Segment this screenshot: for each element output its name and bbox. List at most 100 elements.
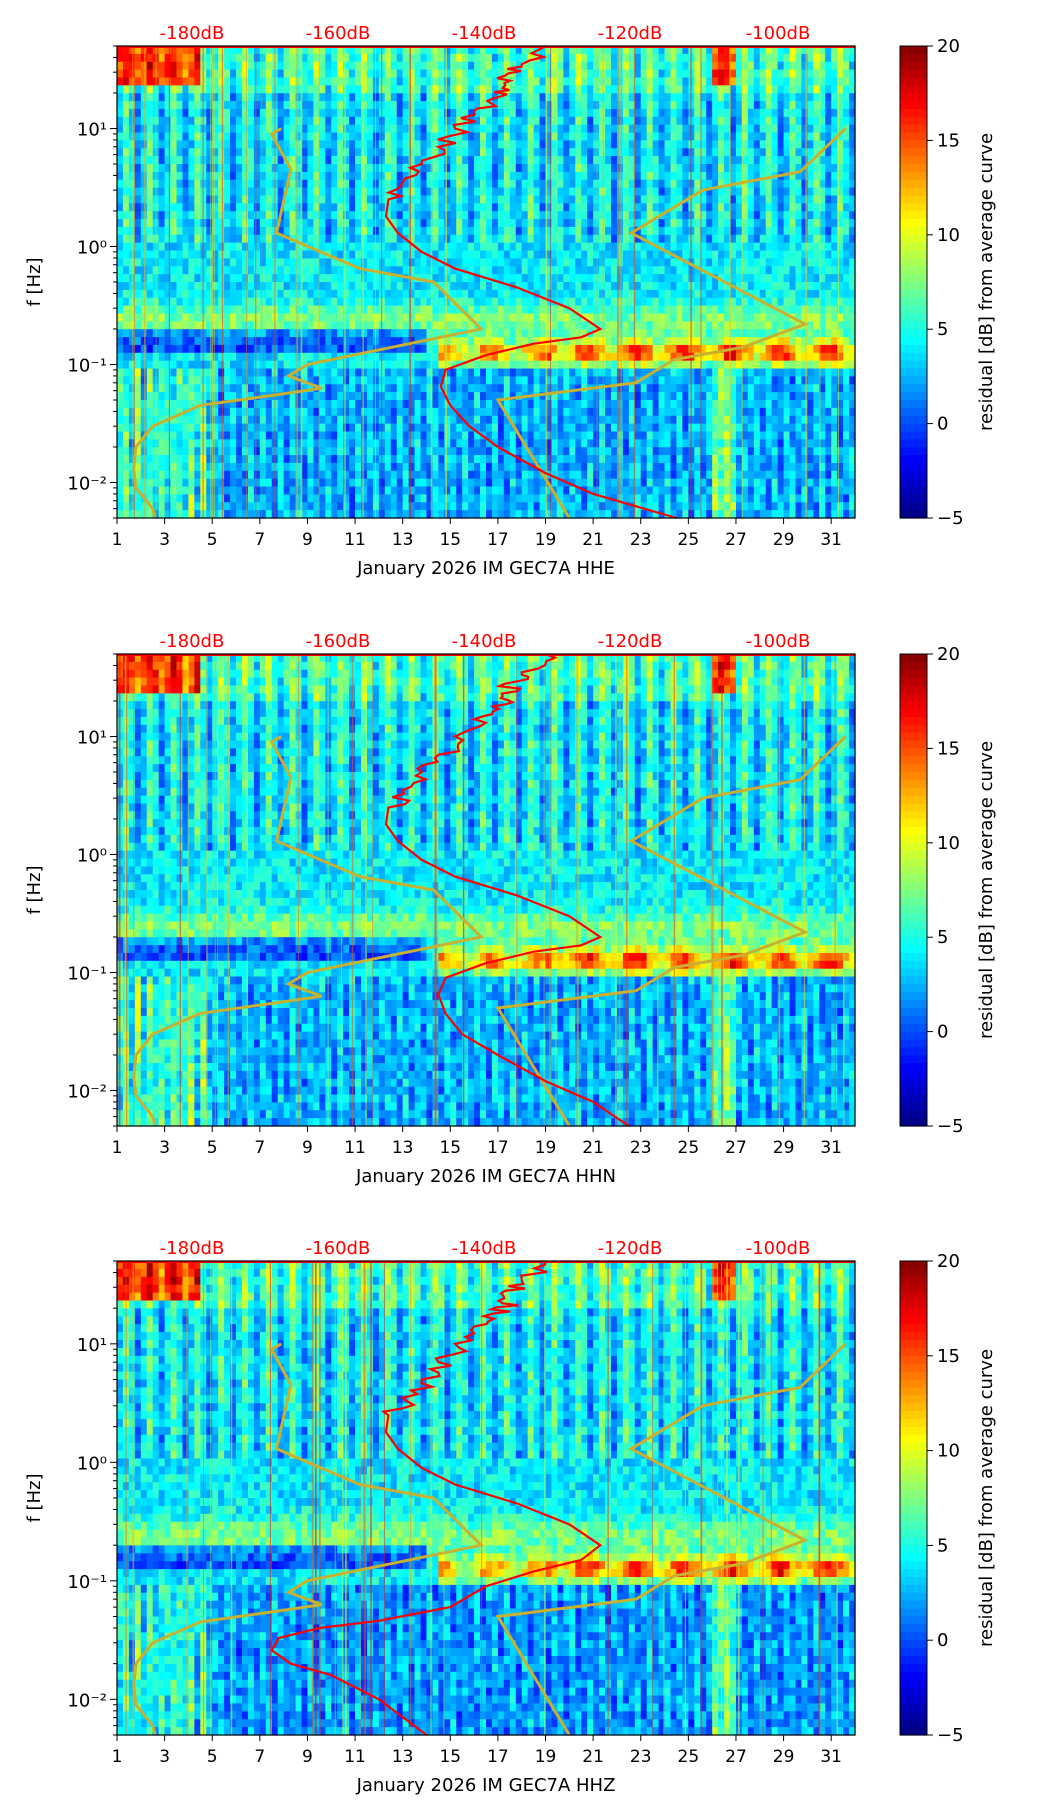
heatmap-cell [396,502,404,511]
heatmap-cell [503,407,511,417]
heatmap-cell [402,282,410,291]
heatmap-cell [212,179,219,189]
heatmap-cell [497,439,505,448]
heatmap-cell [188,431,195,440]
heatmap-cell [206,108,213,118]
heatmap-cell [426,478,434,488]
heatmap-cell [182,478,190,488]
heatmap-cell [349,344,356,354]
heatmap-cell [212,124,219,134]
heatmap-cell [426,337,434,346]
heatmap-cell [491,53,499,63]
heatmap-cell [277,250,285,259]
heatmap-cell [122,510,130,519]
heatmap-cell [503,274,511,283]
heatmap-cell [146,242,154,252]
heatmap-cell [134,108,142,118]
heatmap-cell [194,337,201,346]
heatmap-cell [259,282,267,291]
heatmap-cell [390,187,398,197]
heatmap-cell [218,77,225,86]
heatmap-cell [331,462,338,472]
heatmap-cell [593,478,600,488]
heatmap-cell [355,352,362,362]
heatmap-cell [247,478,255,488]
heatmap-cell [355,61,362,71]
heatmap-cell [230,407,237,417]
heatmap-cell [521,344,529,354]
heatmap-cell [361,69,368,79]
heatmap-cell [122,344,130,354]
heatmap-cell [361,400,368,409]
heatmap-cell [277,289,285,299]
heatmap-cell [432,234,439,244]
heatmap-cell [396,447,404,456]
heatmap-cell [188,156,195,165]
heatmap-cell [289,69,297,79]
heatmap-cell [521,510,529,519]
heatmap-cell [491,305,499,315]
heatmap-cell [206,250,213,259]
heatmap-cell [194,195,201,204]
heatmap-cell [259,53,267,63]
heatmap-cell [587,203,594,212]
heatmap-cell [218,462,225,472]
heatmap-cell [396,352,404,362]
heatmap-cell [295,462,303,472]
heatmap-cell [414,140,422,149]
heatmap-cell [593,415,600,425]
heatmap-cell [241,329,249,338]
heatmap-cell [414,53,422,63]
heatmap-cell [319,250,326,259]
heatmap-cell [355,140,362,149]
heatmap-cell [426,431,434,440]
heatmap-cell [224,171,231,181]
heatmap-cell [539,321,547,330]
heatmap-cell [295,203,303,212]
heatmap-cell [301,140,309,149]
heatmap-cell [283,69,291,79]
heatmap-cell [277,321,285,330]
heatmap-cell [259,352,267,362]
heatmap-cell [402,53,410,63]
heatmap-cell [253,274,261,283]
heatmap-cell [450,447,457,456]
heatmap-cell [355,478,362,488]
heatmap-cell [176,101,184,110]
heatmap-cell [533,116,541,126]
heatmap-cell [509,352,517,362]
heatmap-cell [146,93,154,102]
heatmap-cell [474,171,481,181]
heatmap-cell [402,407,410,417]
heatmap-cell [545,494,553,503]
heatmap-cell [468,415,475,425]
heatmap-cell [236,203,243,212]
heatmap-cell [545,502,553,511]
heatmap-cell [581,329,588,338]
heatmap-cell [533,226,541,236]
heatmap-cell [247,85,255,94]
heatmap-cell [194,415,201,425]
heatmap-cell [122,407,130,417]
heatmap-cell [218,510,225,519]
heatmap-cell [545,431,553,440]
heatmap-cell [212,195,219,204]
heatmap-cell [134,352,142,362]
heatmap-cell [146,116,154,126]
heatmap-cell [480,211,487,220]
heatmap-cell [146,337,154,346]
heatmap-cell [456,486,463,495]
heatmap-cell [289,400,297,409]
heatmap-cell [569,329,576,338]
heatmap-cell [117,321,124,330]
heatmap-cell [456,77,463,86]
heatmap-cell [307,219,314,228]
heatmap-cell [301,266,309,275]
heatmap-cell [170,195,178,204]
heatmap-cell [230,266,237,275]
heatmap-cell [349,77,356,86]
heatmap-cell [503,455,511,464]
heatmap-cell [527,140,535,149]
heatmap-cell [426,368,434,377]
heatmap-cell [521,258,529,267]
